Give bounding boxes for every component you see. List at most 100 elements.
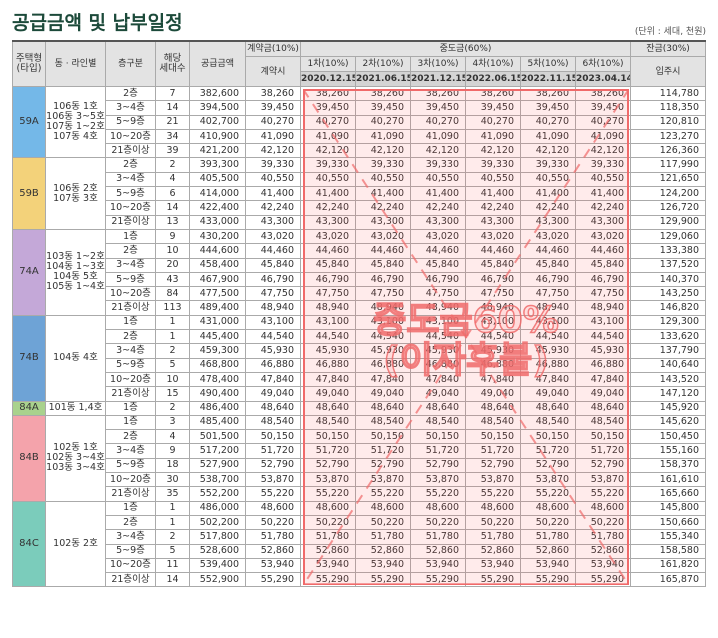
cell: 45,930 (575, 343, 631, 359)
cell: 53,870 (410, 472, 466, 488)
cell: 11 (155, 557, 190, 574)
text-line: 101동 1,4호 (48, 402, 103, 414)
cell: 53,940 (465, 557, 521, 574)
cell: 422,400 (189, 200, 246, 216)
cell: 43,300 (245, 214, 301, 230)
data-row: 84B 102동 1호 102동 3~4호 103동 3~4호 1층 3 485,400 48… (12, 414, 706, 502)
cell: 41,090 (575, 128, 631, 145)
cell: 55,290 (575, 572, 631, 588)
cell: 421,200 (189, 143, 246, 159)
cell: 21층이상 (105, 214, 156, 230)
text-line: 104동 5호 (53, 271, 98, 283)
data-row: 3~4층 20 458,400 45,840 45,840 45,840 45,840 45,… (13, 257, 706, 273)
cell: 40,270 (520, 114, 576, 130)
cell: 50,220 (465, 514, 521, 531)
cell: 52,860 (410, 543, 466, 559)
cell: 47,840 (520, 371, 576, 388)
cell: 13 (155, 214, 190, 230)
text-line: 105동 1~4호 (46, 281, 105, 293)
cell: 49,040 (410, 386, 466, 402)
cell: 51,780 (245, 529, 301, 545)
cell: 55,220 (300, 486, 356, 502)
cell: 42,240 (465, 200, 521, 216)
cell: 53,940 (355, 557, 411, 574)
cell: 39,450 (465, 100, 521, 116)
cell: 39,330 (575, 157, 631, 173)
cell: 539,400 (189, 557, 246, 574)
cell: 48,940 (355, 300, 411, 316)
cell: 52,790 (410, 457, 466, 474)
cell: 55,220 (520, 486, 576, 502)
cell: 47,840 (355, 371, 411, 388)
cell: 40,270 (245, 114, 301, 130)
cell: 38,260 (355, 85, 411, 102)
data-row: 3~4층 2 517,800 51,780 51,780 51,780 51,780 51,7… (13, 529, 706, 545)
cell: 43,020 (575, 228, 631, 245)
cell: 1층 (105, 400, 156, 416)
cell: 55,220 (465, 486, 521, 502)
data-row: 84A 101동 1,4호 1층 2 486,400 48,640 48,640 48,640… (12, 400, 706, 416)
header-row: 2020.12.15 2021.06.15 2021.12.15 2022.06.15… (13, 71, 706, 87)
cell: 47,750 (300, 286, 356, 302)
cell: 41,400 (300, 186, 356, 202)
cell: 10~20층 (105, 557, 156, 574)
header-cell: 잔금(30%) (630, 40, 706, 57)
cell: 5~9층 (105, 271, 156, 288)
cell: 145,620 (630, 414, 706, 431)
cell: 126,360 (630, 143, 706, 159)
cell: 46,880 (410, 357, 466, 373)
data-row: 10~20층 84 477,500 47,750 47,750 47,750 47,750 4… (13, 286, 706, 302)
cell: 55,290 (410, 572, 466, 588)
cell: 45,840 (300, 257, 356, 273)
cell: 44,540 (245, 329, 301, 345)
cell: 46,880 (575, 357, 631, 373)
cell: 4 (155, 171, 190, 188)
cell: 501,500 (189, 429, 246, 445)
installment-label: 4차(10%) (465, 56, 521, 72)
dong-cell: 106동 2호 107동 3호 (45, 157, 106, 230)
cell: 43,100 (355, 314, 411, 331)
cell: 46,880 (300, 357, 356, 373)
cell: 146,820 (630, 300, 706, 316)
cell: 51,720 (520, 443, 576, 459)
cell: 52,790 (465, 457, 521, 474)
cell: 50,150 (300, 429, 356, 445)
cell: 47,750 (575, 286, 631, 302)
cell: 40,550 (245, 171, 301, 188)
text-line: 103동 3~4호 (46, 462, 105, 474)
cell: 51,780 (520, 529, 576, 545)
header-cell: 해당 세대수 (155, 40, 190, 87)
cell: 158,370 (630, 457, 706, 474)
cell: 53,940 (245, 557, 301, 574)
data-row: 74A 103동 1~2호 104동 1~3호 104동 5호 105동 1~4호 1층 9… (12, 228, 706, 316)
cell: 46,880 (465, 357, 521, 373)
installment-label: 5차(10%) (520, 56, 576, 72)
cell: 49,040 (575, 386, 631, 402)
cell: 55,220 (245, 486, 301, 502)
text-line: (타입) (16, 63, 42, 74)
cell: 155,340 (630, 529, 706, 545)
header-row: 계약시 1차(10%) 2차(10%) 3차(10%) 4차(10%) 5차(10%) 6차… (13, 56, 706, 87)
cell: 52,860 (465, 543, 521, 559)
cell: 40,550 (520, 171, 576, 188)
cell: 44,460 (520, 243, 576, 259)
cell: 38,260 (520, 85, 576, 102)
cell: 114,780 (630, 85, 706, 102)
cell: 44,460 (245, 243, 301, 259)
cell: 50,150 (465, 429, 521, 445)
data-row: 5~9층 5 468,800 46,880 46,880 46,880 46,880 46,8… (13, 357, 706, 373)
cell: 48,640 (410, 400, 466, 416)
cell: 51,720 (465, 443, 521, 459)
cell: 52,860 (300, 543, 356, 559)
cell: 53,870 (575, 472, 631, 488)
dong-cell: 103동 1~2호 104동 1~3호 104동 5호 105동 1~4호 (45, 228, 106, 316)
cell: 2 (155, 343, 190, 359)
cell: 39,330 (520, 157, 576, 173)
cell: 445,400 (189, 329, 246, 345)
data-row: 5~9층 43 467,900 46,790 46,790 46,790 46,790 46,… (13, 271, 706, 288)
cell: 42,120 (410, 143, 466, 159)
cell: 2층 (105, 329, 156, 345)
cell: 51,780 (410, 529, 466, 545)
cell: 44,460 (300, 243, 356, 259)
cell: 48,640 (465, 400, 521, 416)
